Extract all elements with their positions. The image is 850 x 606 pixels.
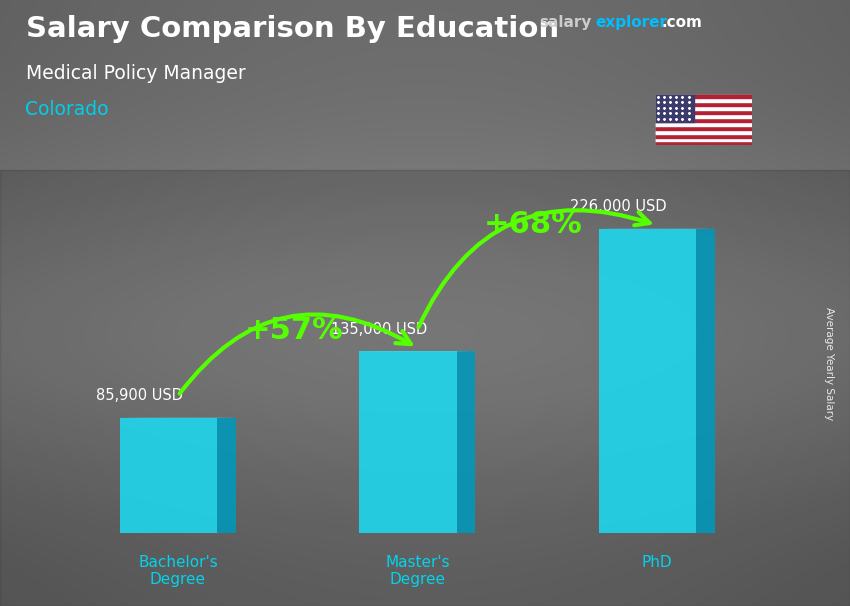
Bar <box>654 122 752 125</box>
Bar <box>654 106 752 110</box>
Bar <box>654 94 752 98</box>
Bar <box>654 130 752 133</box>
Bar <box>654 141 752 145</box>
Polygon shape <box>696 229 715 533</box>
Bar <box>654 102 752 106</box>
Text: .com: .com <box>661 15 702 30</box>
Bar <box>654 125 752 130</box>
Text: explorer: explorer <box>595 15 667 30</box>
Text: 226,000 USD: 226,000 USD <box>570 199 666 215</box>
Bar <box>654 114 752 118</box>
Bar <box>654 98 752 102</box>
Text: Colorado: Colorado <box>26 100 109 119</box>
Polygon shape <box>218 418 236 533</box>
Text: Medical Policy Manager: Medical Policy Manager <box>26 64 246 82</box>
Text: 135,000 USD: 135,000 USD <box>331 322 427 337</box>
Text: Salary Comparison By Education: Salary Comparison By Education <box>26 15 558 43</box>
Bar <box>654 133 752 138</box>
Text: 85,900 USD: 85,900 USD <box>96 388 183 403</box>
Bar <box>654 118 752 122</box>
Text: Master's
Degree: Master's Degree <box>385 555 450 587</box>
Polygon shape <box>598 229 696 533</box>
Text: Average Yearly Salary: Average Yearly Salary <box>824 307 834 420</box>
Text: +68%: +68% <box>484 210 582 239</box>
Bar <box>654 110 752 114</box>
Polygon shape <box>360 351 456 533</box>
Text: salary: salary <box>540 15 592 30</box>
Text: +57%: +57% <box>245 316 343 344</box>
Polygon shape <box>456 351 475 533</box>
Bar <box>654 138 752 141</box>
Polygon shape <box>120 418 218 533</box>
Bar <box>0 170 850 606</box>
Text: PhD: PhD <box>642 555 672 570</box>
Bar <box>654 94 694 122</box>
Text: Bachelor's
Degree: Bachelor's Degree <box>138 555 218 587</box>
